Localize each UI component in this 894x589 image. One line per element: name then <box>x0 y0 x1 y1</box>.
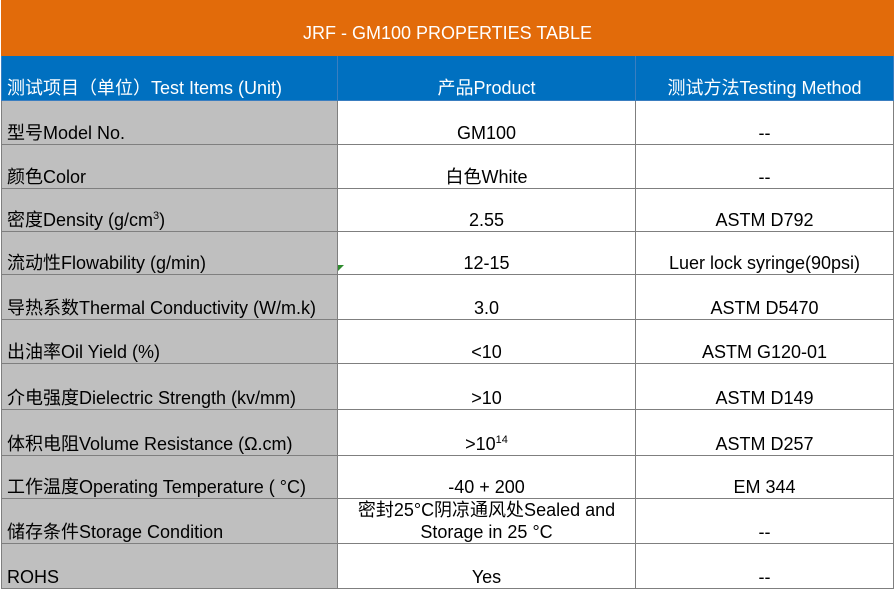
product-superscript: 14 <box>495 434 508 446</box>
table-row-density: 密度Density (g/cm3) 2.55 ASTM D792 <box>1 188 894 232</box>
item-cell: 导热系数Thermal Conductivity (W/m.k) <box>1 274 338 320</box>
table-row-color: 颜色Color 白色White -- <box>1 144 894 189</box>
table-row-oil-yield: 出油率Oil Yield (%) <10 ASTM G120-01 <box>1 319 894 364</box>
method-cell: ASTM G120-01 <box>635 319 894 364</box>
table-row-rohs: ROHS Yes -- <box>1 543 894 589</box>
product-cell: <10 <box>337 319 636 364</box>
product-cell: >1014 <box>337 409 636 456</box>
method-cell: ASTM D257 <box>635 409 894 456</box>
item-cell: 储存条件Storage Condition <box>1 498 338 544</box>
product-text: >10 <box>465 434 496 454</box>
item-cell: 流动性Flowability (g/min) <box>1 231 338 275</box>
product-cell: -40 + 200 <box>337 455 636 499</box>
table-row-model: 型号Model No. GM100 -- <box>1 100 894 145</box>
method-cell: -- <box>635 100 894 145</box>
table-row-flowability: 流动性Flowability (g/min) 12-15 Luer lock s… <box>1 231 894 275</box>
product-cell: 3.0 <box>337 274 636 320</box>
item-cell: 型号Model No. <box>1 100 338 145</box>
table-row-volume-resistance: 体积电阻Volume Resistance (Ω.cm) >1014 ASTM … <box>1 409 894 456</box>
table-title: JRF - GM100 PROPERTIES TABLE <box>1 0 894 56</box>
method-cell: -- <box>635 543 894 589</box>
item-cell: 出油率Oil Yield (%) <box>1 319 338 364</box>
method-cell: ASTM D792 <box>635 188 894 232</box>
product-cell: >10 <box>337 363 636 410</box>
product-cell: 白色White <box>337 144 636 189</box>
method-cell: EM 344 <box>635 455 894 499</box>
method-cell: ASTM D5470 <box>635 274 894 320</box>
item-cell: ROHS <box>1 543 338 589</box>
table-row-storage-condition: 储存条件Storage Condition 密封25°C阴凉通风处Sealed … <box>1 498 894 544</box>
item-text: 密度Density (g/cm <box>7 210 154 230</box>
item-text-after: ) <box>159 210 166 230</box>
method-cell: ASTM D149 <box>635 363 894 410</box>
method-cell: Luer lock syringe(90psi) <box>635 231 894 275</box>
title-row: JRF - GM100 PROPERTIES TABLE <box>1 0 894 56</box>
header-product: 产品Product <box>337 55 636 101</box>
header-testing-method: 测试方法Testing Method <box>635 55 894 101</box>
method-cell: -- <box>635 498 894 544</box>
product-cell: GM100 <box>337 100 636 145</box>
cell-comment-marker <box>338 265 344 271</box>
item-cell: 介电强度Dielectric Strength (kv/mm) <box>1 363 338 410</box>
table-row-dielectric-strength: 介电强度Dielectric Strength (kv/mm) >10 ASTM… <box>1 363 894 410</box>
table-row-operating-temperature: 工作温度Operating Temperature ( °C) -40 + 20… <box>1 455 894 499</box>
header-row: 测试项目（单位）Test Items (Unit) 产品Product 测试方法… <box>1 55 894 101</box>
item-cell: 体积电阻Volume Resistance (Ω.cm) <box>1 409 338 456</box>
product-cell: 密封25°C阴凉通风处Sealed and Storage in 25 °C <box>337 498 636 544</box>
header-test-items: 测试项目（单位）Test Items (Unit) <box>1 55 338 101</box>
item-cell: 工作温度Operating Temperature ( °C) <box>1 455 338 499</box>
product-cell: Yes <box>337 543 636 589</box>
product-cell: 12-15 <box>337 231 636 275</box>
table-row-thermal-conductivity: 导热系数Thermal Conductivity (W/m.k) 3.0 AST… <box>1 274 894 320</box>
item-cell: 颜色Color <box>1 144 338 189</box>
product-cell: 2.55 <box>337 188 636 232</box>
method-cell: -- <box>635 144 894 189</box>
item-cell: 密度Density (g/cm3) <box>1 188 338 232</box>
item-superscript: 3 <box>153 210 160 222</box>
